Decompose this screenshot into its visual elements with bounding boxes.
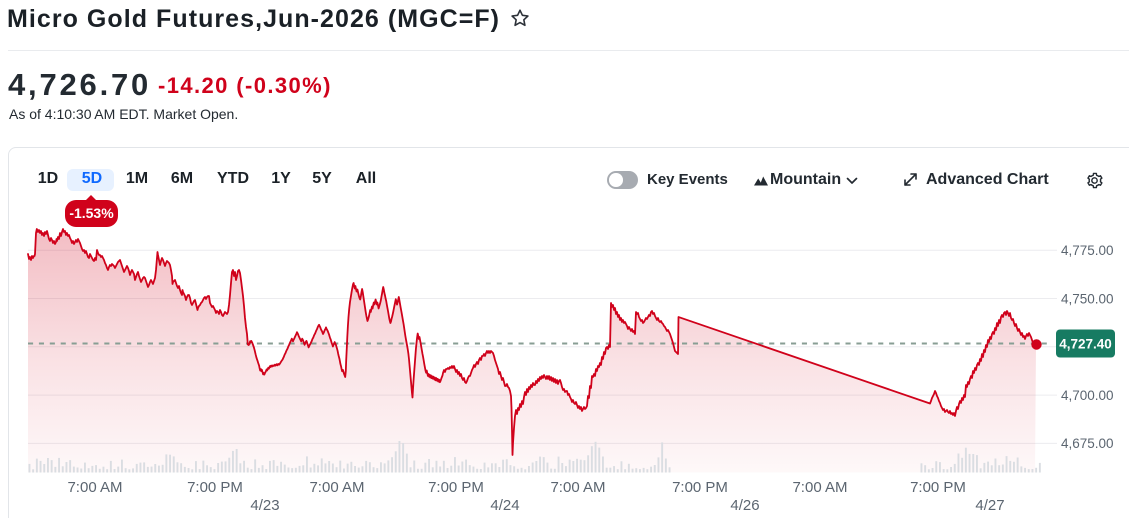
svg-text:4,750.00: 4,750.00 (1061, 291, 1114, 306)
svg-text:4/24: 4/24 (490, 497, 519, 514)
svg-text:7:00 PM: 7:00 PM (910, 479, 966, 496)
svg-text:4/27: 4/27 (975, 497, 1004, 514)
svg-text:4,700.00: 4,700.00 (1061, 388, 1114, 403)
svg-text:7:00 PM: 7:00 PM (428, 479, 484, 496)
svg-text:4,727.40: 4,727.40 (1059, 337, 1112, 352)
svg-text:7:00 PM: 7:00 PM (672, 479, 728, 496)
svg-text:4/26: 4/26 (730, 497, 759, 514)
svg-text:4,675.00: 4,675.00 (1061, 436, 1114, 451)
svg-text:7:00 AM: 7:00 AM (67, 479, 122, 496)
svg-text:4/23: 4/23 (250, 497, 279, 514)
svg-text:7:00 PM: 7:00 PM (187, 479, 243, 496)
svg-text:4,775.00: 4,775.00 (1061, 243, 1114, 258)
svg-text:7:00 AM: 7:00 AM (550, 479, 605, 496)
svg-text:7:00 AM: 7:00 AM (792, 479, 847, 496)
svg-text:7:00 AM: 7:00 AM (309, 479, 364, 496)
